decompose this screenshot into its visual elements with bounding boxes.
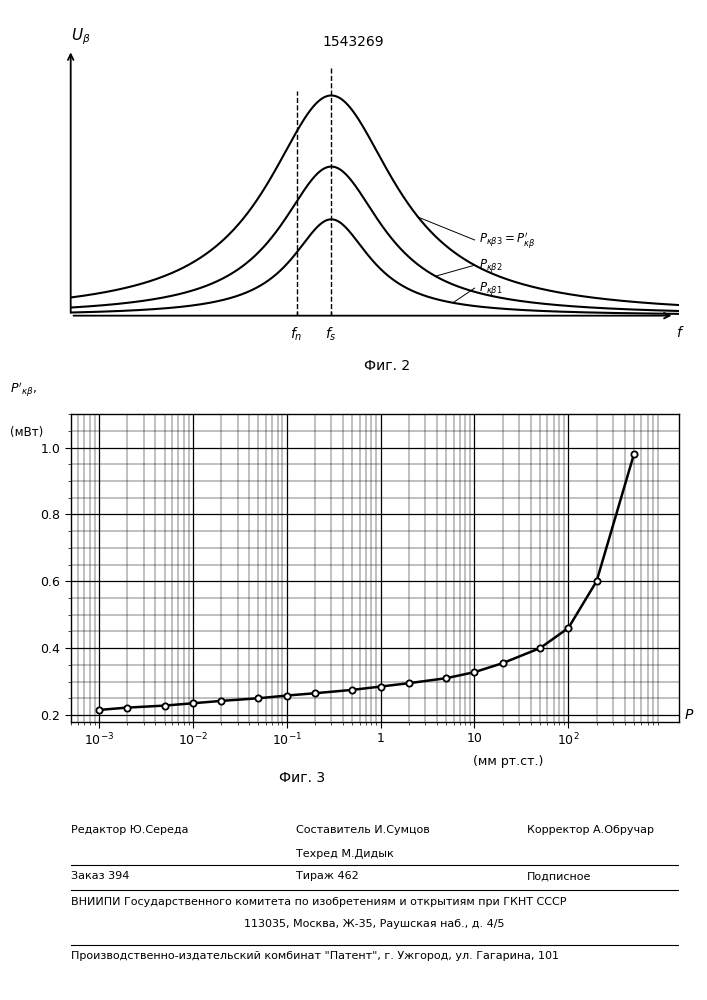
Text: Фиг. 3: Фиг. 3 [279,771,325,785]
Text: $f_n$: $f_n$ [291,326,303,343]
Text: Корректор А.Обручар: Корректор А.Обручар [527,825,654,835]
Text: 113035, Москва, Ж-35, Раушская наб., д. 4/5: 113035, Москва, Ж-35, Раушская наб., д. … [245,919,505,929]
Text: Подписное: Подписное [527,871,591,881]
Text: Составитель И.Сумцов: Составитель И.Сумцов [296,825,429,835]
Text: $P_{\kappa\beta1}$: $P_{\kappa\beta1}$ [479,280,503,297]
Text: $f_s$: $f_s$ [325,326,337,343]
Text: $U_\beta$: $U_\beta$ [71,27,90,47]
Text: P: P [685,708,693,722]
Text: $P'_{\kappa\beta}$,: $P'_{\kappa\beta}$, [10,380,37,399]
Text: (мВт): (мВт) [10,426,43,439]
Text: $f$: $f$ [676,325,685,340]
Text: Заказ 394: Заказ 394 [71,871,129,881]
Text: Производственно-издательский комбинат "Патент", г. Ужгород, ул. Гагарина, 101: Производственно-издательский комбинат "П… [71,951,559,961]
Text: (мм рт.ст.): (мм рт.ст.) [473,755,544,768]
Text: Тираж 462: Тираж 462 [296,871,358,881]
Text: Техред М.Дидык: Техред М.Дидык [296,849,393,859]
Text: ВНИИПИ Государственного комитета по изобретениям и открытиям при ГКНТ СССР: ВНИИПИ Государственного комитета по изоб… [71,897,566,907]
Text: Фиг. 2: Фиг. 2 [364,359,410,373]
Text: $P_{\kappa\beta2}$: $P_{\kappa\beta2}$ [479,257,503,274]
Text: Редактор Ю.Середа: Редактор Ю.Середа [71,825,188,835]
Text: 1543269: 1543269 [322,35,385,49]
Text: $P_{\kappa\beta3}=P^{\prime}_{\kappa\beta}$: $P_{\kappa\beta3}=P^{\prime}_{\kappa\bet… [479,230,535,250]
